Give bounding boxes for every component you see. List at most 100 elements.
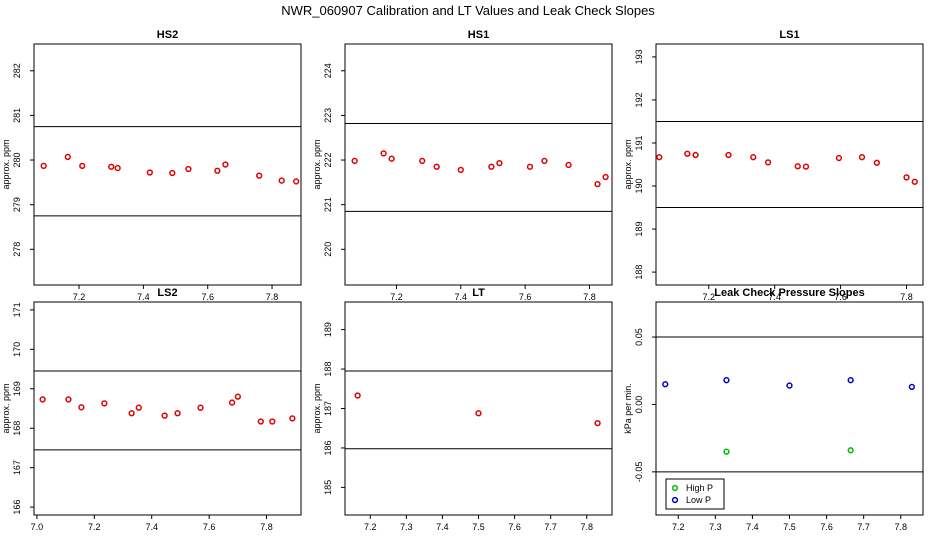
- y-tick-label: 168: [12, 421, 22, 436]
- data-point: [847, 377, 854, 384]
- data-point: [78, 404, 85, 411]
- y-tick-label: 192: [634, 92, 644, 107]
- x-tick-label: 7.2: [390, 292, 403, 302]
- data-point: [908, 383, 916, 391]
- y-tick-label: 186: [323, 440, 333, 455]
- data-point: [419, 157, 426, 165]
- data-point: [351, 157, 358, 165]
- x-tick-label: 7.6: [508, 522, 521, 532]
- data-point: [594, 180, 601, 188]
- y-tick-label: 0.00: [634, 396, 644, 414]
- y-axis-label: approx. ppm: [1, 139, 11, 189]
- y-tick-label: 188: [634, 265, 644, 280]
- x-tick-label: 7.2: [672, 522, 685, 532]
- data-point: [858, 154, 866, 161]
- x-tick-label: 7.2: [88, 522, 101, 532]
- x-tick-label: 7.0: [31, 522, 44, 532]
- data-point: [79, 162, 86, 169]
- data-point: [257, 418, 264, 425]
- x-tick-label: 7.6: [519, 292, 532, 302]
- x-tick-label: 7.2: [364, 522, 377, 532]
- data-point: [662, 381, 669, 388]
- y-tick-label: 280: [12, 153, 22, 168]
- y-tick-label: 185: [323, 480, 333, 495]
- x-tick-label: 7.5: [472, 522, 485, 532]
- data-point: [433, 163, 440, 170]
- data-point: [161, 412, 168, 419]
- x-tick-label: 7.6: [203, 522, 216, 532]
- data-point: [594, 419, 601, 427]
- y-tick-label: 169: [12, 381, 22, 396]
- data-point: [847, 447, 854, 454]
- x-tick-label: 7.4: [436, 522, 449, 532]
- y-tick-label: 220: [323, 242, 333, 257]
- y-tick-label: 223: [323, 108, 333, 123]
- data-point: [911, 178, 918, 185]
- data-point: [197, 404, 204, 411]
- y-tick-label: 189: [634, 222, 644, 237]
- x-tick-label: 7.8: [583, 292, 596, 302]
- x-tick-label: 7.6: [201, 292, 214, 302]
- legend-box: [665, 478, 725, 510]
- panel-title: HS2: [157, 29, 178, 41]
- data-point: [293, 178, 300, 185]
- data-point: [65, 396, 72, 403]
- y-tick-label: 167: [12, 460, 22, 475]
- x-tick-label: 7.7: [544, 522, 557, 532]
- data-point: [835, 154, 843, 162]
- y-tick-label: -0.05: [634, 462, 644, 483]
- y-tick-label: 171: [12, 302, 22, 317]
- x-tick-label: 7.8: [266, 292, 279, 302]
- y-tick-label: 221: [323, 197, 333, 212]
- y-tick-label: 187: [323, 401, 333, 416]
- x-tick-label: 7.8: [580, 522, 593, 532]
- data-point: [174, 410, 181, 417]
- y-axis-label: approx. ppm: [623, 139, 633, 189]
- panel-title: LT: [472, 287, 485, 299]
- panel-5: LT 7.2 7.3 7.4 7.5 7.6 7.7 7.8 185 186 187 188 189 ap…: [312, 287, 613, 532]
- y-tick-label: 193: [634, 49, 644, 64]
- y-tick-label: 188: [323, 362, 333, 377]
- x-tick-label: 7.3: [400, 522, 413, 532]
- y-axis-label: approx. ppm: [312, 139, 322, 189]
- y-tick-label: 166: [12, 500, 22, 515]
- data-point: [256, 172, 263, 179]
- x-tick-label: 7.2: [702, 292, 715, 302]
- data-point: [228, 399, 236, 406]
- y-tick-label: 190: [634, 179, 644, 194]
- data-point: [185, 165, 192, 173]
- y-tick-label: 0.05: [634, 328, 644, 346]
- y-tick-label: 224: [323, 63, 333, 78]
- data-point: [541, 157, 548, 165]
- data-point: [108, 163, 115, 170]
- legend-label: Low P: [686, 495, 711, 505]
- data-point: [135, 404, 142, 411]
- y-tick-label: 191: [634, 135, 644, 150]
- x-tick-label: 7.7: [857, 522, 870, 532]
- x-tick-label: 7.3: [709, 522, 722, 532]
- data-point: [388, 155, 395, 162]
- data-point: [269, 418, 276, 425]
- y-tick-label: 278: [12, 242, 22, 257]
- x-tick-label: 7.6: [820, 522, 833, 532]
- y-axis-label: kPa per min.: [623, 383, 633, 434]
- y-tick-label: 281: [12, 108, 22, 123]
- legend-marker: [671, 484, 679, 492]
- data-point: [725, 151, 732, 159]
- data-point: [794, 163, 801, 170]
- data-point: [565, 161, 572, 169]
- data-point: [802, 163, 810, 170]
- panel-title: Leak Check Pressure Slopes: [714, 287, 864, 299]
- data-point: [128, 410, 135, 417]
- data-point: [475, 410, 482, 417]
- data-point: [526, 163, 534, 170]
- x-tick-label: 7.8: [900, 292, 913, 302]
- data-point: [214, 167, 221, 174]
- data-point: [146, 169, 153, 176]
- x-tick-label: 7.4: [145, 522, 158, 532]
- data-point: [750, 154, 757, 161]
- x-tick-label: 7.4: [768, 292, 781, 302]
- data-point: [114, 164, 121, 172]
- y-tick-label: 279: [12, 197, 22, 212]
